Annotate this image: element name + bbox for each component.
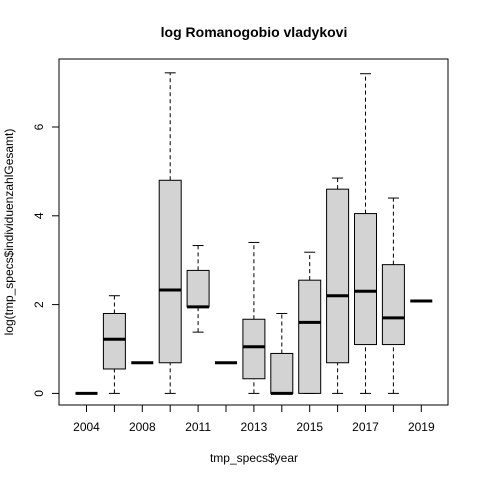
x-tick-label-2015: 2015 — [296, 420, 323, 434]
box-body-2017 — [354, 213, 377, 346]
box-2013 — [242, 241, 266, 394]
x-axis: 2004 2008 2011 2013 2015 2017 2019 — [73, 404, 435, 434]
y-axis-label: log(tmp_specs$individuenzahlGesamt) — [2, 129, 16, 336]
box-2011 — [186, 245, 210, 333]
x-tick-label-2011: 2011 — [185, 420, 211, 434]
box-body-2015 — [298, 279, 322, 394]
box-2006 — [102, 295, 126, 394]
box-body-2018 — [381, 264, 405, 346]
box-body-2014 — [270, 352, 294, 394]
box-2016 — [326, 177, 350, 394]
box-body-2006 — [102, 312, 126, 370]
box-2015 — [298, 251, 322, 394]
y-tick-label-0: 0 — [32, 390, 46, 397]
box-2010 — [158, 72, 182, 394]
x-tick-label-2013: 2013 — [241, 420, 268, 434]
x-tick-label-2019: 2019 — [408, 420, 435, 434]
box-2018 — [381, 197, 405, 394]
x-axis-label: tmp_specs$year — [210, 451, 298, 465]
x-tick-label-2017: 2017 — [352, 420, 379, 434]
y-tick-label-6: 6 — [32, 123, 46, 130]
box-2014 — [270, 312, 294, 395]
box-body-2016 — [326, 188, 350, 364]
box-body-2013 — [242, 318, 266, 380]
box-body-2010 — [158, 179, 182, 364]
chart-title: log Romanogobio vladykovi — [161, 24, 348, 40]
box-2017 — [354, 73, 377, 394]
y-tick-label-4: 4 — [32, 212, 46, 219]
plot-area — [75, 72, 433, 395]
y-tick-label-2: 2 — [32, 301, 46, 308]
y-axis: 0 2 4 6 — [32, 123, 60, 397]
box-body-2011 — [186, 269, 210, 308]
x-tick-label-2004: 2004 — [73, 420, 100, 434]
x-tick-label-2008: 2008 — [129, 420, 156, 434]
